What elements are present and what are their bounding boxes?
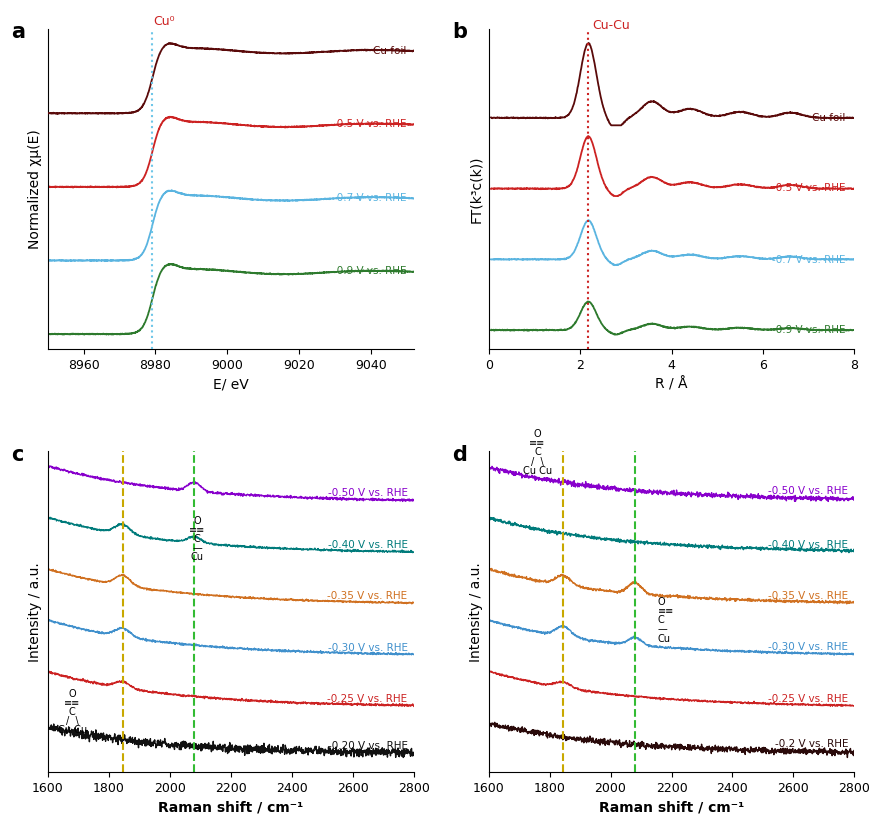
X-axis label: E/ eV: E/ eV [213,377,248,391]
Text: Cu foil: Cu foil [373,46,406,56]
X-axis label: R / Å: R / Å [655,377,687,392]
Text: -0.40 V vs. RHE: -0.40 V vs. RHE [327,540,408,550]
Y-axis label: Intensity / a.u.: Intensity / a.u. [469,562,483,661]
Text: -0.40 V vs. RHE: -0.40 V vs. RHE [767,540,847,550]
Text: -0.25 V vs. RHE: -0.25 V vs. RHE [327,695,408,705]
Y-axis label: Normalized χμ(E): Normalized χμ(E) [28,129,43,248]
Text: -0.30 V vs. RHE: -0.30 V vs. RHE [767,642,847,652]
Text: -0.25 V vs. RHE: -0.25 V vs. RHE [767,694,847,704]
Text: -0.7 V vs. RHE: -0.7 V vs. RHE [332,193,406,203]
Text: -0.2 V vs. RHE: -0.2 V vs. RHE [774,740,847,750]
Text: b: b [452,22,467,42]
X-axis label: Raman shift / cm⁻¹: Raman shift / cm⁻¹ [158,800,303,814]
Text: -0.35 V vs. RHE: -0.35 V vs. RHE [327,591,408,601]
Text: -0.5 V vs. RHE: -0.5 V vs. RHE [332,119,406,129]
Text: -0.9 V vs. RHE: -0.9 V vs. RHE [771,325,844,335]
Text: -0.50 V vs. RHE: -0.50 V vs. RHE [767,486,847,496]
Text: a: a [12,22,26,42]
Text: d: d [452,445,466,465]
Text: c: c [12,445,24,465]
Y-axis label: Intensity / a.u.: Intensity / a.u. [28,562,43,661]
Text: O
≡≡
C
/  \
Cu Cu: O ≡≡ C / \ Cu Cu [58,689,87,735]
Text: -0.35 V vs. RHE: -0.35 V vs. RHE [767,591,847,601]
Text: O
≡≡
C
—
Cu: O ≡≡ C — Cu [657,597,673,643]
Text: -0.20 V vs. RHE: -0.20 V vs. RHE [327,741,408,751]
Text: O
≡≡
C
/  \
Cu Cu: O ≡≡ C / \ Cu Cu [522,429,551,475]
Text: Cu foil: Cu foil [811,112,844,122]
Text: O
≡≡
C
—
Cu: O ≡≡ C — Cu [189,515,206,563]
Text: Cu-Cu: Cu-Cu [591,19,629,32]
Text: -0.7 V vs. RHE: -0.7 V vs. RHE [771,254,844,264]
X-axis label: Raman shift / cm⁻¹: Raman shift / cm⁻¹ [598,800,743,814]
Text: -0.50 V vs. RHE: -0.50 V vs. RHE [327,489,408,499]
Y-axis label: FT(k³c(k)): FT(k³c(k)) [469,155,483,223]
Text: Cu⁰: Cu⁰ [153,16,175,28]
Text: -0.9 V vs. RHE: -0.9 V vs. RHE [332,266,406,276]
Text: -0.30 V vs. RHE: -0.30 V vs. RHE [327,642,408,652]
Text: -0.5 V vs. RHE: -0.5 V vs. RHE [771,184,844,194]
